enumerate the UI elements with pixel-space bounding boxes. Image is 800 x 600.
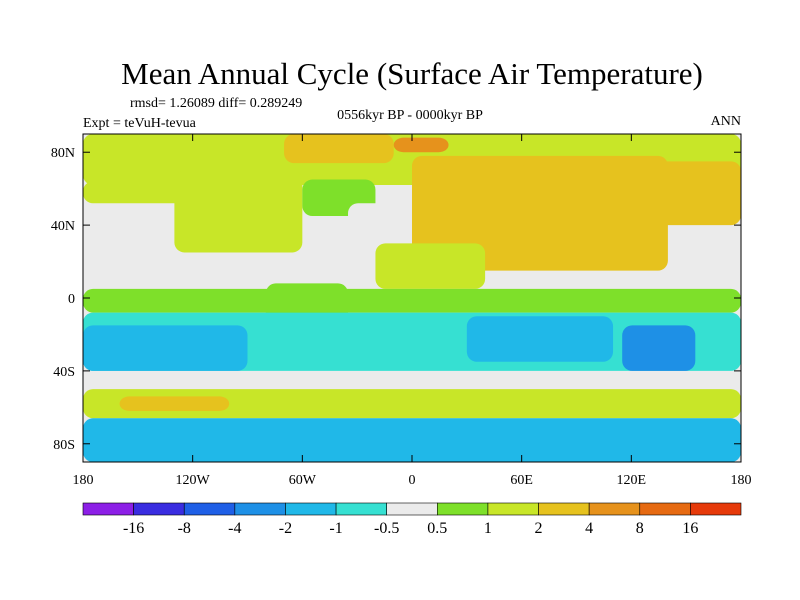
colorbar-label: -1 bbox=[329, 520, 342, 537]
region-north-pacific-band bbox=[83, 181, 193, 204]
colorbar-swatch bbox=[285, 502, 337, 516]
colorbar-label: 2 bbox=[535, 520, 543, 537]
colorbar-label: 0.5 bbox=[427, 520, 447, 537]
y-tick-label: 80S bbox=[53, 438, 75, 453]
region-southern-warm-core bbox=[119, 396, 230, 411]
region-siberia-warm bbox=[521, 161, 741, 226]
region-north-africa bbox=[375, 243, 486, 289]
region-tropical-band bbox=[83, 288, 741, 313]
colorbar-swatch bbox=[386, 502, 438, 516]
colorbar-swatch bbox=[487, 502, 539, 516]
region-north-atlantic-neutral bbox=[348, 203, 394, 244]
region-south-pacific-cool bbox=[83, 325, 248, 371]
x-tick-label: 180 bbox=[731, 473, 752, 488]
colorbar-label: -4 bbox=[228, 520, 241, 537]
colorbar-swatch bbox=[234, 502, 286, 516]
region-southern-warm-band bbox=[83, 389, 741, 419]
colorbar-label: -8 bbox=[178, 520, 191, 537]
chart-title: Mean Annual Cycle (Surface Air Temperatu… bbox=[121, 56, 703, 91]
region-antarctic-cool bbox=[83, 418, 741, 462]
colorbar-label: 8 bbox=[636, 520, 644, 537]
y-tick-label: 0 bbox=[68, 292, 75, 307]
colorbar-swatch bbox=[588, 502, 641, 516]
colorbar-swatch bbox=[690, 502, 742, 516]
colorbar-label: -2 bbox=[279, 520, 292, 537]
season-label: ANN bbox=[711, 114, 741, 129]
y-tick-label: 80N bbox=[51, 146, 75, 161]
y-tick-label: 40S bbox=[53, 365, 75, 380]
colorbar-label: -0.5 bbox=[374, 520, 399, 537]
colorbar-swatch bbox=[183, 502, 236, 516]
map-field bbox=[83, 134, 741, 462]
region-north-america bbox=[174, 170, 303, 253]
x-tick-label: 120E bbox=[617, 473, 647, 488]
colorbar-swatch bbox=[335, 502, 387, 516]
colorbar-label: -16 bbox=[123, 520, 144, 537]
x-tick-label: 180 bbox=[73, 473, 94, 488]
colorbar-swatch bbox=[133, 502, 185, 516]
region-australia-cool bbox=[622, 325, 696, 371]
colorbar-label: 1 bbox=[484, 520, 492, 537]
colorbar-swatch bbox=[538, 502, 590, 516]
period-label: 0556kyr BP - 0000kyr BP bbox=[337, 108, 483, 123]
colorbar-label: 4 bbox=[585, 520, 593, 537]
x-axis: 180 120W 60W 0 60E 120E 180 bbox=[73, 134, 752, 488]
colorbar-swatch bbox=[639, 502, 691, 516]
x-tick-label: 0 bbox=[409, 473, 416, 488]
region-greenland-arctic-warm bbox=[284, 134, 394, 164]
y-axis: 80N 40N 0 40S 80S bbox=[51, 146, 741, 453]
colorbar-swatch bbox=[82, 502, 134, 516]
x-tick-label: 60E bbox=[510, 473, 533, 488]
x-tick-label: 120W bbox=[176, 473, 211, 488]
stats-line: rmsd= 1.26089 diff= 0.289249 bbox=[130, 96, 302, 111]
experiment-label: Expt = teVuH-tevua bbox=[83, 116, 197, 131]
region-arctic-hot-spot bbox=[393, 137, 449, 153]
colorbar-swatch bbox=[437, 502, 489, 516]
y-tick-label: 40N bbox=[51, 219, 75, 234]
colorbar: -16 -8 -4 -2 -1 -0.5 0.5 1 2 4 8 16 bbox=[82, 502, 742, 537]
region-indian-ocean-cool bbox=[466, 316, 614, 362]
x-tick-label: 60W bbox=[289, 473, 317, 488]
colorbar-label: 16 bbox=[682, 520, 698, 537]
